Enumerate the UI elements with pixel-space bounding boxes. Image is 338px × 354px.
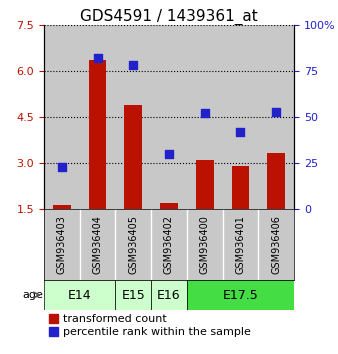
Text: GSM936401: GSM936401 xyxy=(236,215,245,274)
Bar xyxy=(267,153,285,209)
Bar xyxy=(258,25,294,209)
Bar xyxy=(187,25,223,209)
Text: GSM936400: GSM936400 xyxy=(200,215,210,274)
Text: GSM936404: GSM936404 xyxy=(93,215,102,274)
Bar xyxy=(89,60,106,209)
Text: GSM936402: GSM936402 xyxy=(164,215,174,274)
Bar xyxy=(44,280,115,310)
Title: GDS4591 / 1439361_at: GDS4591 / 1439361_at xyxy=(80,8,258,25)
Point xyxy=(130,63,136,68)
Bar xyxy=(151,280,187,310)
Bar xyxy=(80,25,115,209)
Text: GSM936405: GSM936405 xyxy=(128,215,138,274)
Point xyxy=(95,55,100,61)
Bar xyxy=(160,202,178,209)
Point xyxy=(202,110,208,116)
Bar xyxy=(232,166,249,209)
Text: E16: E16 xyxy=(157,289,181,302)
Text: age: age xyxy=(22,290,43,300)
Text: E17.5: E17.5 xyxy=(223,289,258,302)
Bar xyxy=(124,105,142,209)
Bar xyxy=(196,160,214,209)
Legend: transformed count, percentile rank within the sample: transformed count, percentile rank withi… xyxy=(49,314,251,337)
Point xyxy=(59,164,65,170)
Text: GSM936403: GSM936403 xyxy=(57,215,67,274)
Point xyxy=(273,109,279,114)
Point xyxy=(166,151,172,157)
Bar xyxy=(115,280,151,310)
Text: GSM936406: GSM936406 xyxy=(271,215,281,274)
Point xyxy=(238,129,243,135)
Bar xyxy=(223,25,258,209)
Bar xyxy=(53,205,71,209)
Text: E14: E14 xyxy=(68,289,92,302)
Bar xyxy=(44,25,80,209)
Bar xyxy=(151,25,187,209)
Bar xyxy=(187,280,294,310)
Bar xyxy=(115,25,151,209)
Text: E15: E15 xyxy=(121,289,145,302)
